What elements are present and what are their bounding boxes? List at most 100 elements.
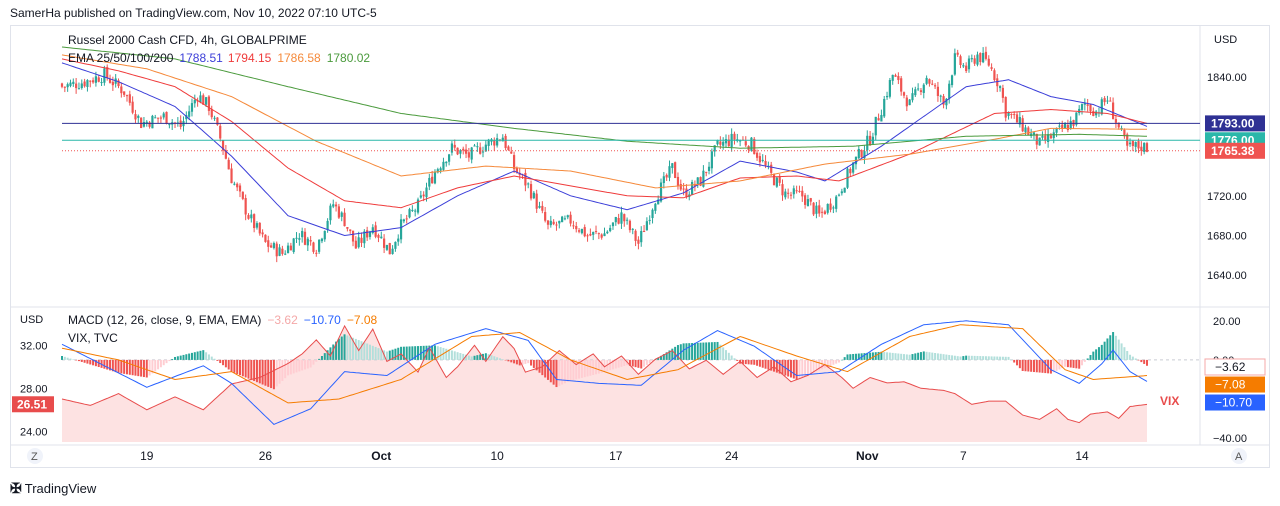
candle-body xyxy=(982,52,985,63)
ema-legend-value: 1780.02 xyxy=(327,51,371,65)
macd-histogram-bar xyxy=(470,356,473,360)
macd-histogram-bar xyxy=(1072,359,1075,368)
candle-body xyxy=(852,162,855,173)
candle-body xyxy=(380,236,383,239)
macd-histogram-bar xyxy=(111,359,114,372)
candle-body xyxy=(366,230,369,238)
macd-histogram-bar xyxy=(614,359,617,369)
candle-body xyxy=(462,148,465,151)
candle-body xyxy=(309,240,312,242)
candle-body xyxy=(473,145,476,147)
macd-legend-value: −10.70 xyxy=(304,313,341,327)
candle-body xyxy=(778,176,781,183)
macd-histogram-bar xyxy=(628,359,631,366)
macd-histogram-bar xyxy=(179,355,182,360)
macd-histogram-bar xyxy=(917,352,920,360)
macd-legend-label: MACD (12, 26, close, 9, EMA, EMA) xyxy=(68,313,261,327)
candle-body xyxy=(837,194,841,196)
candle-body xyxy=(303,231,307,245)
candle-body xyxy=(227,159,230,170)
candle-body xyxy=(1027,127,1030,135)
macd-histogram-bar xyxy=(165,359,168,364)
macd-histogram-bar xyxy=(843,357,846,360)
candle-body xyxy=(936,86,940,96)
macd-histogram-bar xyxy=(272,359,275,390)
candle-body xyxy=(682,188,685,190)
macd-histogram-bar xyxy=(1021,359,1024,371)
candle-body xyxy=(589,233,592,236)
macd-histogram-bar xyxy=(900,353,903,360)
macd-histogram-bar xyxy=(306,359,309,369)
macd-histogram-bar xyxy=(490,355,493,360)
macd-histogram-bar xyxy=(1035,359,1038,373)
candle-body xyxy=(1114,119,1118,123)
candle-body xyxy=(250,214,253,219)
macd-histogram-bar xyxy=(1069,359,1072,368)
candle-body xyxy=(75,83,78,89)
candle-body xyxy=(693,183,697,187)
candle-body xyxy=(91,80,95,83)
auto-scale-icon: A xyxy=(1235,451,1243,463)
macd-histogram-bar xyxy=(702,342,705,360)
candle-body xyxy=(411,209,414,211)
macd-histogram-bar xyxy=(597,359,600,374)
macd-histogram-bar xyxy=(716,341,719,360)
macd-histogram-bar xyxy=(140,359,143,377)
chart-title: Russel 2000 Cash CFD, 4h, GLOBALPRIME xyxy=(68,33,307,47)
candle-body xyxy=(538,205,541,208)
candle-body xyxy=(933,85,937,87)
price-tick-label: 1840.00 xyxy=(1207,72,1247,84)
macd-histogram-bar xyxy=(1061,359,1064,369)
candle-body xyxy=(190,103,194,112)
chart-frame[interactable] xyxy=(10,25,1270,468)
macd-histogram-bar xyxy=(546,359,549,380)
macd-histogram-bar xyxy=(1010,359,1013,361)
vix-badge-bg xyxy=(12,396,54,413)
macd-histogram-bar xyxy=(1117,339,1120,360)
candle-body xyxy=(657,199,660,205)
candle-body xyxy=(948,83,951,99)
candle-body xyxy=(1013,114,1016,116)
candle-body xyxy=(343,212,346,227)
auto-scale-button-bg xyxy=(1231,448,1247,464)
ema-legend-label: EMA 25/50/100/200 xyxy=(68,51,174,65)
macd-histogram-bar xyxy=(648,359,651,364)
candle-body xyxy=(436,169,439,173)
candle-body xyxy=(140,117,143,128)
macd-histogram-bar xyxy=(428,345,431,360)
candle-body xyxy=(315,252,318,254)
candle-body xyxy=(1015,114,1019,123)
macd-histogram-bar xyxy=(826,359,829,368)
macd-histogram-bar xyxy=(530,359,533,366)
macd-histogram-bar xyxy=(936,353,939,360)
macd-histogram-bar xyxy=(990,356,993,360)
candle-body xyxy=(1140,146,1143,151)
candle-body xyxy=(89,80,92,82)
macd-histogram-bar xyxy=(445,348,448,360)
macd-histogram-bar xyxy=(795,359,798,380)
macd-histogram-bar xyxy=(840,359,843,361)
macd-badge-bg xyxy=(1205,394,1265,411)
macd-histogram-bar xyxy=(928,352,931,360)
macd-histogram-bar xyxy=(787,359,790,377)
macd-histogram-bar xyxy=(210,356,213,360)
candle-body xyxy=(230,168,233,184)
candle-body xyxy=(117,80,120,87)
macd-histogram-bar xyxy=(190,352,193,360)
candle-body xyxy=(385,244,389,250)
macd-histogram-bar xyxy=(72,359,75,360)
footer[interactable]: ✠ TradingView xyxy=(10,480,96,497)
candle-body xyxy=(1055,128,1058,133)
macd-histogram-bar xyxy=(736,359,739,361)
candles xyxy=(60,46,1149,263)
macd-histogram-bar xyxy=(86,359,89,364)
macd-histogram-bar xyxy=(535,359,538,371)
macd-histogram-bar xyxy=(572,359,575,381)
candle-body xyxy=(739,140,742,142)
candle-body xyxy=(914,89,917,96)
macd-histogram-bar xyxy=(744,359,747,365)
macd-histogram-bar xyxy=(934,353,937,360)
candle-body xyxy=(128,94,131,103)
candle-body xyxy=(405,218,408,220)
